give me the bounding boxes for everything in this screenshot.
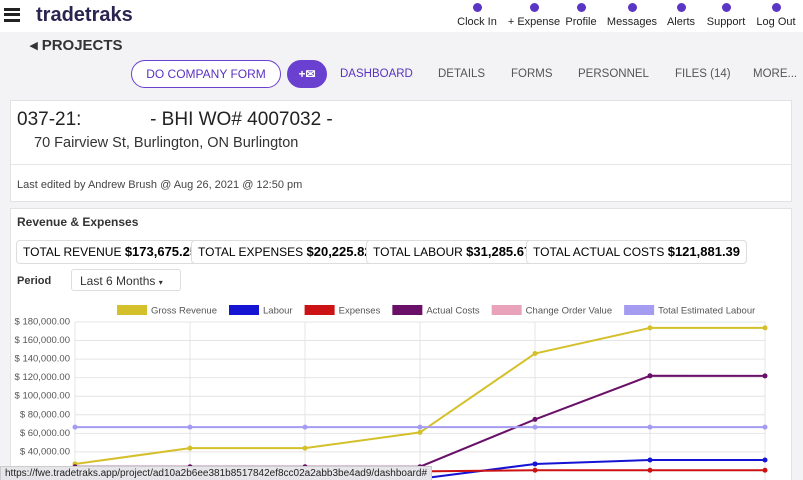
legend-swatch [491,305,522,315]
project-card: 037-21: - BHI WO# 4007032 - 70 Fairview … [10,100,792,202]
menu-icon[interactable] [4,8,20,22]
nav-item-label: Clock In [457,16,497,28]
last-edited: Last edited by Andrew Brush @ Aug 26, 20… [17,179,303,191]
y-tick-label: $ 180,000.00 [15,317,70,328]
data-point [417,429,423,435]
data-point [532,424,538,430]
total-label: TOTAL ACTUAL COSTS [533,245,665,259]
legend-label: Expenses [339,306,381,317]
y-tick-label: $ 40,000.00 [20,446,70,457]
data-point [762,424,768,430]
period-value: Last 6 Months [80,274,156,288]
y-tick-label: $ 120,000.00 [15,372,70,383]
data-point [762,373,768,379]
project-address: 70 Fairview St, Burlington, ON Burlingto… [34,135,299,151]
legend-label: Total Estimated Labour [658,306,755,317]
total-pill: TOTAL ACTUAL COSTS $121,881.39 [526,240,748,264]
data-point [647,457,653,463]
total-label: TOTAL EXPENSES [198,245,304,259]
legend-label: Labour [263,306,293,317]
nav-item-label: Log Out [756,16,796,28]
nav-item[interactable]: Clock In [447,3,507,28]
nav-item[interactable]: Messages [602,3,662,28]
data-point [762,467,768,473]
total-value: $173,675.25 [124,244,198,259]
data-point [647,325,653,331]
tab[interactable]: DASHBOARD [340,68,413,80]
section-title: Revenue & Expenses [17,215,139,229]
data-point [187,424,193,430]
legend-label: Gross Revenue [151,306,217,317]
period-label: Period [17,275,52,287]
legend-label: Actual Costs [426,306,480,317]
add-button[interactable]: +✉ [287,60,327,88]
company-form-button[interactable]: DO COMPANY FORM [131,60,281,88]
nav-item-label: Alerts [666,16,696,28]
nav-item-label: Support [706,16,746,28]
nav-item[interactable]: Profile [551,3,611,28]
total-pill: TOTAL EXPENSES $20,225.82 [191,240,379,264]
nav-item-label: Messages [606,16,658,28]
legend-label: Change Order Value [526,306,612,317]
data-point [532,461,538,467]
data-point [532,351,538,357]
y-tick-label: $ 100,000.00 [15,391,70,402]
data-point [187,445,193,451]
total-value: $20,225.82 [306,244,372,259]
tab[interactable]: FILES (14) [675,68,731,80]
top-nav: tradetraks Clock In + Expense Profile Messa… [0,0,803,32]
data-point [647,424,653,430]
data-point [72,424,78,430]
y-tick-label: $ 80,000.00 [20,409,70,420]
status-url: https://fwe.tradetraks.app/project/ad10a… [0,466,433,480]
total-value: $31,285.67 [466,244,532,259]
tab[interactable]: MORE... [753,68,798,80]
nav-item-label: + Expense [507,16,561,28]
nav-item[interactable]: + Expense [504,3,564,28]
data-point [647,373,653,379]
project-title: 037-21: - BHI WO# 4007032 - [17,109,333,130]
total-label: TOTAL REVENUE [23,245,122,259]
data-point [647,467,653,473]
y-tick-label: $ 60,000.00 [20,428,70,439]
nav-item[interactable]: Log Out [746,3,803,28]
legend-swatch [304,305,335,315]
data-point [762,457,768,463]
data-point [532,467,538,473]
data-point [302,424,308,430]
tab[interactable]: FORMS [511,68,553,80]
legend-swatch [117,305,147,315]
divider [11,164,791,165]
total-pill: TOTAL LABOUR $31,285.67 [366,240,539,264]
data-point [762,325,768,331]
page-title: ◂ PROJECTS [30,37,123,54]
legend-swatch [392,305,423,315]
logo[interactable]: tradetraks [36,4,133,26]
total-label: TOTAL LABOUR [373,245,463,259]
data-point [532,416,538,422]
page-title-text: PROJECTS [41,37,123,54]
y-tick-label: $ 160,000.00 [15,335,70,346]
data-point [302,445,308,451]
legend-swatch [624,305,655,315]
total-value: $121,881.39 [667,244,741,259]
nav-item[interactable]: Support [696,3,756,28]
legend-swatch [229,305,260,315]
total-pill: TOTAL REVENUE $173,675.25 [16,240,205,264]
nav-item[interactable]: Alerts [651,3,711,28]
period-select[interactable]: Last 6 Months ▾ [71,269,181,291]
tab[interactable]: PERSONNEL [578,68,649,80]
y-tick-label: $ 140,000.00 [15,354,70,365]
nav-item-label: Profile [565,16,597,28]
data-point [417,424,423,430]
tab[interactable]: DETAILS [438,68,486,80]
